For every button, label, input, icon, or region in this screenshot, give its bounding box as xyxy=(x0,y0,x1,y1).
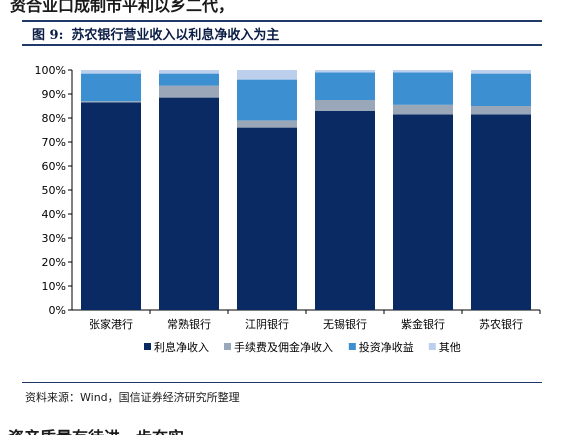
x-tick-label: 江阴银行 xyxy=(245,317,289,331)
legend-label: 手续费及佣金净收入 xyxy=(234,340,333,354)
chart-area: 0% 10% 20% 30% 40% 50% 60% 70% 80% 90% 100% 张家港行 常熟银… xyxy=(22,48,552,370)
bar-segment xyxy=(159,70,219,74)
bar-segment xyxy=(315,72,375,100)
bar-segment xyxy=(315,110,375,310)
y-tick-label: 100% xyxy=(35,64,66,77)
x-tick-label: 无锡银行 xyxy=(323,317,367,331)
stacked-bar-chart: 0% 10% 20% 30% 40% 50% 60% 70% 80% 90% 100% 张家港行 常熟银… xyxy=(35,64,541,354)
footer-rule xyxy=(22,382,542,383)
x-tick-label: 苏农银行 xyxy=(479,317,523,331)
figure-label: 图 9: xyxy=(32,27,64,43)
cropped-top-text: 资合业口成制市平利以乡二代， xyxy=(10,0,235,15)
y-tick-label: 70% xyxy=(42,136,66,149)
bar-segment xyxy=(237,127,297,310)
figure-title: 苏农银行营业收入以利息净收入为主 xyxy=(71,27,280,43)
bar-segment xyxy=(81,70,141,74)
legend-swatch xyxy=(428,343,436,350)
figure-header: 图 9: 苏农银行营业收入以利息净收入为主 xyxy=(22,20,542,46)
legend-swatch xyxy=(144,343,151,350)
bar-segment xyxy=(81,102,141,311)
legend-label: 投资净收益 xyxy=(359,340,414,354)
x-tick-label: 张家港行 xyxy=(89,317,133,331)
x-tick-label: 常熟银行 xyxy=(167,317,211,331)
bar-segment xyxy=(471,106,531,115)
y-tick-label: 0% xyxy=(49,304,66,317)
bar-segment xyxy=(237,120,297,128)
bar-segment xyxy=(393,104,453,115)
bar-segment xyxy=(237,70,297,80)
bar-segment xyxy=(159,73,219,86)
bar-segment xyxy=(471,114,531,311)
bar-segment xyxy=(81,101,141,103)
bar-segment xyxy=(393,70,453,73)
y-tick-label: 60% xyxy=(42,160,66,173)
bar-segment xyxy=(393,72,453,105)
legend-swatch xyxy=(348,343,356,350)
y-tick-label: 50% xyxy=(42,184,66,197)
bar-segment xyxy=(237,79,297,121)
bar-segment xyxy=(471,70,531,74)
y-tick-label: 20% xyxy=(42,256,66,269)
x-tick-label: 紫金银行 xyxy=(401,317,445,331)
bar-segment xyxy=(315,70,375,73)
y-tick-label: 80% xyxy=(42,112,66,125)
y-tick-label: 10% xyxy=(42,280,66,293)
y-tick-label: 40% xyxy=(42,208,66,221)
bar-segment xyxy=(393,114,453,311)
y-tick-label: 30% xyxy=(42,232,66,245)
bar-segment xyxy=(315,100,375,111)
legend-label: 其他 xyxy=(439,341,461,354)
bar-segment xyxy=(81,73,141,102)
cropped-bottom-heading: 资产质量有待进一步夯实 xyxy=(8,424,184,435)
bar-segment xyxy=(159,85,219,98)
source-note: 资料来源：Wind，国信证券经济研究所整理 xyxy=(25,391,240,404)
legend-label: 利息净收入 xyxy=(154,340,209,354)
bar-segment xyxy=(159,97,219,310)
bar-segment xyxy=(471,73,531,106)
y-tick-label: 90% xyxy=(42,88,66,101)
legend-swatch xyxy=(224,343,231,350)
